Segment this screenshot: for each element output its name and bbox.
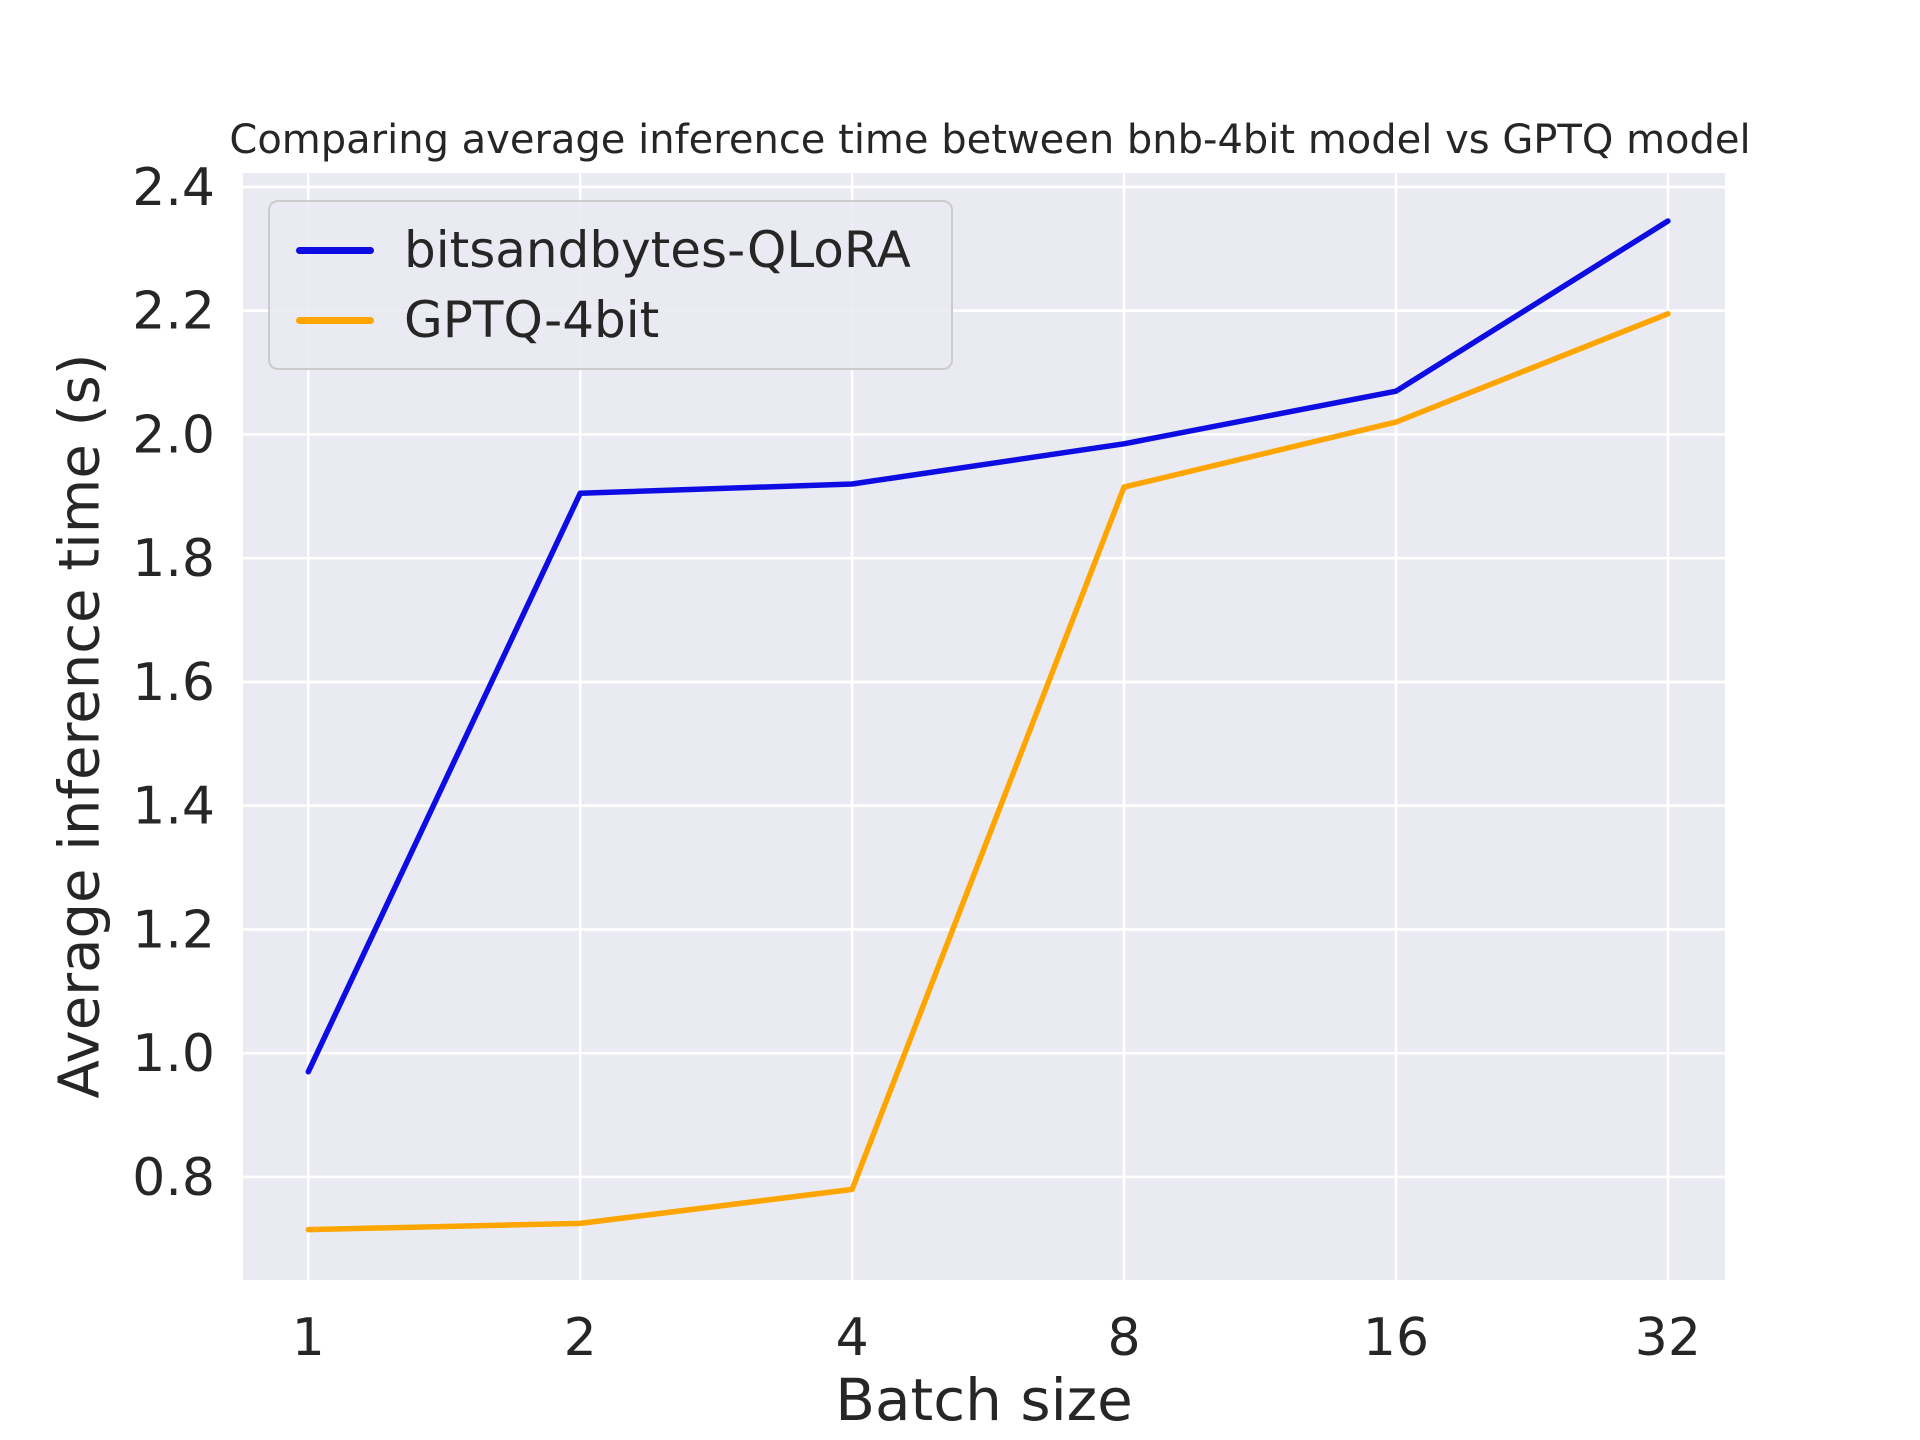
- y-tick-label: 2.4: [132, 158, 215, 218]
- y-tick-label: 2.2: [132, 282, 215, 342]
- y-tick-label: 1.6: [132, 653, 215, 713]
- y-tick-label: 1.8: [132, 529, 215, 589]
- legend-label: GPTQ-4bit: [404, 291, 660, 349]
- x-tick-label: 1: [292, 1308, 325, 1368]
- y-tick-label: 0.8: [132, 1148, 215, 1208]
- y-tick-label: 1.0: [132, 1024, 215, 1084]
- y-axis-label: Average inference time (s): [47, 353, 113, 1099]
- x-tick-label: 4: [836, 1308, 869, 1368]
- y-tick-label: 1.4: [132, 777, 215, 837]
- chart-title: Comparing average inference time between…: [229, 117, 1751, 163]
- legend-label: bitsandbytes-QLoRA: [404, 221, 911, 279]
- legend: bitsandbytes-QLoRA GPTQ-4bit: [268, 200, 953, 370]
- x-tick-label: 16: [1363, 1308, 1429, 1368]
- x-tick-label: 2: [564, 1308, 597, 1368]
- legend-item: GPTQ-4bit: [296, 290, 911, 350]
- series-line-GPTQ-4bit: [305, 311, 1671, 1233]
- legend-line-swatch-blue: [296, 246, 374, 254]
- y-tick-label: 2.0: [132, 405, 215, 465]
- x-axis-label: Batch size: [835, 1366, 1133, 1434]
- legend-line-swatch-orange: [296, 316, 374, 324]
- x-tick-label: 8: [1107, 1308, 1140, 1368]
- legend-item: bitsandbytes-QLoRA: [296, 220, 911, 280]
- series-line-bitsandbytes-QLoRA: [305, 218, 1671, 1075]
- x-tick-label: 32: [1635, 1308, 1701, 1368]
- y-tick-label: 1.2: [132, 900, 215, 960]
